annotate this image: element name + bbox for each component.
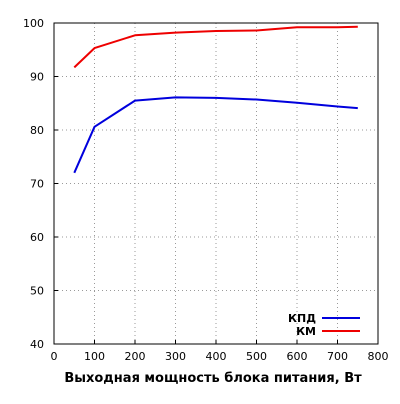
series-line-2	[73, 25, 358, 69]
x-tick-label: 500	[246, 350, 267, 363]
x-tick-label: 700	[327, 350, 348, 363]
x-tick-label: 600	[287, 350, 308, 363]
y-tick-label: 70	[30, 178, 44, 191]
x-tick-label: 300	[165, 350, 186, 363]
y-tick-label: 80	[30, 124, 44, 137]
series-group	[73, 25, 358, 174]
legend-label: КМ	[296, 325, 316, 338]
x-axis-title: Выходная мощность блока питания, Вт	[64, 371, 362, 386]
x-tick-label: 800	[368, 350, 389, 363]
y-tick-label: 90	[30, 71, 44, 84]
axes: 0 100 200 300 400 500 600 700 800 40 50 60 70 80 90 100	[23, 17, 389, 363]
x-tick-label: 0	[51, 350, 58, 363]
grid	[53, 22, 379, 345]
y-tick-label: 100	[23, 17, 44, 30]
series-line-1	[73, 96, 358, 174]
x-tick-label: 200	[125, 350, 146, 363]
legend-label: КПД	[288, 312, 316, 325]
y-tick-label: 60	[30, 231, 44, 244]
x-tick-label: 400	[206, 350, 227, 363]
x-tick-label: 100	[84, 350, 105, 363]
y-tick-label: 50	[30, 285, 44, 298]
y-tick-label: 40	[30, 338, 44, 351]
